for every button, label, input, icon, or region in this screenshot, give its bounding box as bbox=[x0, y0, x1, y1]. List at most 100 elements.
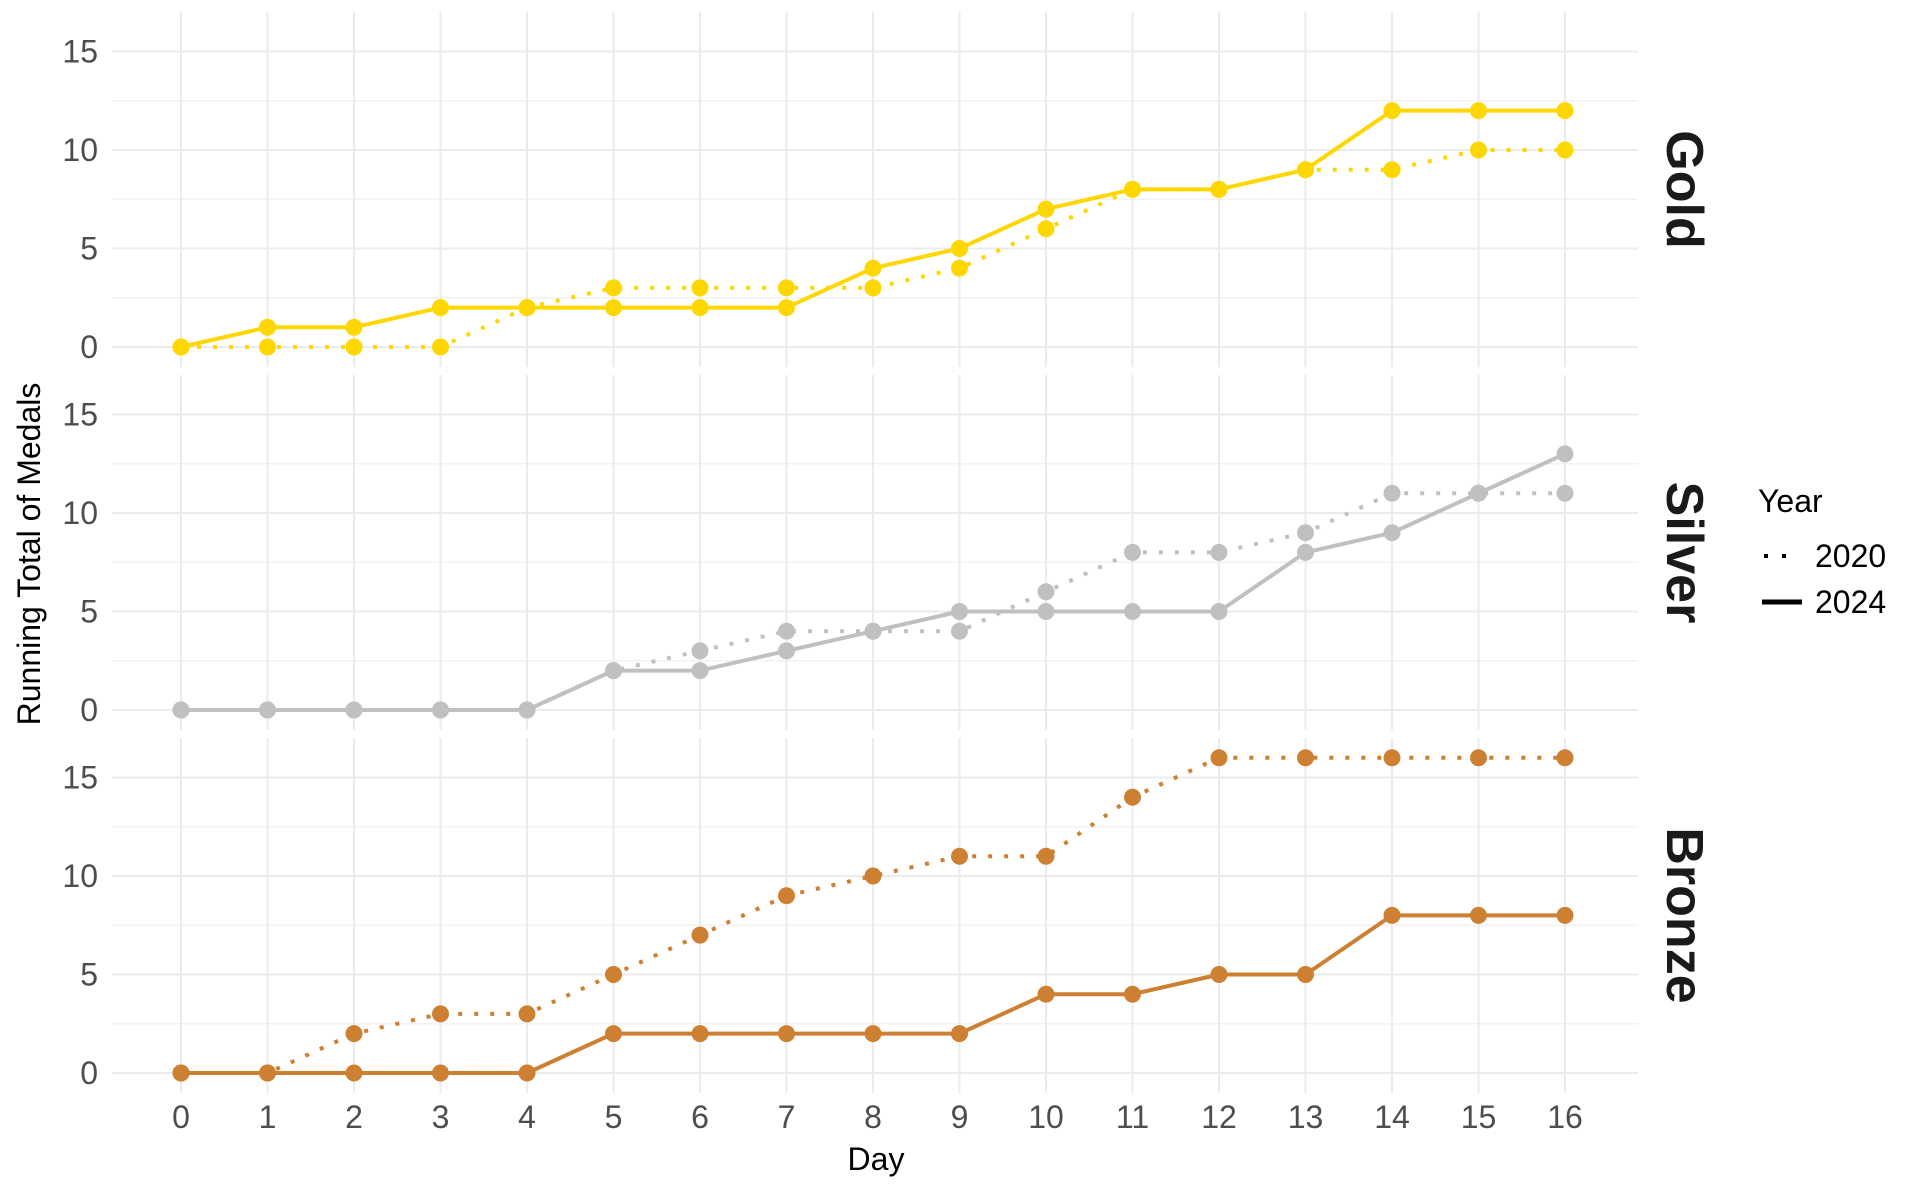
data-point-silver-2020 bbox=[1556, 484, 1574, 502]
data-point-bronze-2024 bbox=[1556, 906, 1574, 924]
data-point-bronze-2020 bbox=[1297, 749, 1314, 767]
x-tick-label: 2 bbox=[345, 1099, 363, 1135]
x-tick-label: 4 bbox=[518, 1099, 536, 1135]
data-point-bronze-2020 bbox=[778, 887, 795, 905]
data-point-silver-2020 bbox=[1383, 484, 1401, 502]
y-tick-label: 0 bbox=[80, 329, 98, 365]
data-point-bronze-2024 bbox=[778, 1025, 795, 1043]
data-point-silver-2024 bbox=[1556, 445, 1574, 463]
data-point-gold-2020 bbox=[951, 259, 968, 277]
data-point-silver-2024 bbox=[259, 701, 276, 719]
data-point-bronze-2020 bbox=[345, 1025, 363, 1043]
data-point-gold-2024 bbox=[432, 299, 449, 317]
y-tick-label: 0 bbox=[80, 692, 98, 728]
data-point-gold-2024 bbox=[1037, 200, 1055, 218]
data-point-bronze-2020 bbox=[691, 926, 709, 944]
x-tick-label: 12 bbox=[1201, 1099, 1237, 1135]
y-tick-label: 5 bbox=[80, 594, 98, 630]
panel-silver: 0 5 10 15 Silver bbox=[62, 375, 1713, 730]
legend-label-2024: 2024 bbox=[1815, 584, 1886, 620]
x-tick-label: 16 bbox=[1547, 1099, 1583, 1135]
data-point-gold-2020 bbox=[1383, 161, 1401, 179]
facet-label-silver: Silver bbox=[1655, 482, 1713, 624]
data-point-silver-2024 bbox=[951, 603, 968, 620]
data-point-silver-2024 bbox=[778, 642, 795, 660]
data-point-bronze-2024 bbox=[432, 1064, 449, 1082]
x-tick-label: 11 bbox=[1116, 1099, 1149, 1135]
data-point-bronze-2020 bbox=[1556, 749, 1574, 767]
data-point-gold-2024 bbox=[1297, 161, 1314, 179]
y-tick-label: 15 bbox=[62, 34, 98, 70]
data-point-bronze-2024 bbox=[864, 1025, 882, 1043]
data-point-silver-2020 bbox=[1297, 524, 1314, 542]
data-point-silver-2024 bbox=[605, 662, 622, 680]
data-point-bronze-2020 bbox=[951, 847, 968, 865]
data-point-bronze-2024 bbox=[1297, 966, 1314, 983]
data-point-silver-2020 bbox=[951, 622, 968, 640]
data-point-bronze-2024 bbox=[345, 1064, 363, 1082]
data-point-gold-2020 bbox=[259, 338, 276, 356]
y-tick-label: 15 bbox=[62, 760, 98, 796]
legend: Year 2020 2024 bbox=[1758, 483, 1886, 620]
data-point-bronze-2020 bbox=[518, 1005, 536, 1023]
data-point-silver-2020 bbox=[1124, 543, 1141, 561]
data-point-bronze-2024 bbox=[1037, 985, 1055, 1003]
data-point-silver-2024 bbox=[518, 701, 536, 719]
y-tick-label: 5 bbox=[80, 231, 98, 267]
data-point-bronze-2020 bbox=[1383, 749, 1401, 767]
y-tick-label: 0 bbox=[80, 1055, 98, 1091]
data-point-bronze-2020 bbox=[432, 1005, 449, 1023]
data-point-bronze-2024 bbox=[1470, 906, 1487, 924]
data-point-bronze-2020 bbox=[605, 966, 622, 983]
legend-title: Year bbox=[1758, 483, 1823, 519]
data-point-gold-2020 bbox=[778, 279, 795, 297]
x-tick-label: 3 bbox=[432, 1099, 450, 1135]
data-point-bronze-2024 bbox=[951, 1025, 968, 1043]
data-point-gold-2024 bbox=[1470, 102, 1487, 120]
x-tick-label: 13 bbox=[1288, 1099, 1324, 1135]
data-point-gold-2024 bbox=[345, 318, 363, 336]
x-tick-label: 10 bbox=[1028, 1099, 1064, 1135]
x-tick-label: 9 bbox=[951, 1099, 969, 1135]
data-point-silver-2024 bbox=[1470, 484, 1487, 502]
data-point-silver-2024 bbox=[1037, 603, 1055, 620]
facet-label-bronze: Bronze bbox=[1655, 827, 1713, 1003]
data-point-bronze-2020 bbox=[1470, 749, 1487, 767]
data-point-gold-2024 bbox=[259, 318, 276, 336]
data-point-bronze-2024 bbox=[1383, 906, 1401, 924]
legend-label-2020: 2020 bbox=[1815, 538, 1886, 574]
data-point-silver-2024 bbox=[864, 622, 882, 640]
data-point-bronze-2024 bbox=[518, 1064, 536, 1082]
data-point-bronze-2024 bbox=[691, 1025, 709, 1043]
data-point-silver-2024 bbox=[1124, 603, 1141, 620]
x-tick-label: 6 bbox=[691, 1099, 709, 1135]
data-point-gold-2020 bbox=[864, 279, 882, 297]
data-point-gold-2020 bbox=[605, 279, 622, 297]
x-tick-label: 14 bbox=[1374, 1099, 1410, 1135]
panels: 0 5 10 15 Gold 0 5 10 15 Silver 0 5 10 15 Bronze bbox=[62, 12, 1713, 1093]
data-point-gold-2020 bbox=[1470, 141, 1487, 159]
data-point-gold-2024 bbox=[1124, 180, 1141, 198]
y-tick-label: 10 bbox=[62, 858, 98, 894]
x-tick-label: 5 bbox=[605, 1099, 623, 1135]
data-point-silver-2024 bbox=[172, 701, 190, 719]
data-point-silver-2024 bbox=[1383, 524, 1401, 542]
data-point-gold-2024 bbox=[172, 338, 190, 356]
y-axis-title: Running Total of Medals bbox=[11, 383, 47, 726]
y-tick-label: 10 bbox=[62, 132, 98, 168]
data-point-gold-2024 bbox=[691, 299, 709, 317]
data-point-silver-2024 bbox=[1297, 543, 1314, 561]
data-point-bronze-2020 bbox=[864, 867, 882, 885]
x-axis: 0 1 2 3 4 5 6 7 8 9 10 11 12 13 14 15 16 bbox=[172, 1099, 1583, 1135]
data-point-gold-2024 bbox=[778, 299, 795, 317]
y-tick-label: 10 bbox=[62, 495, 98, 531]
data-point-silver-2020 bbox=[778, 622, 795, 640]
series-line-bronze-2020 bbox=[181, 755, 1565, 1075]
data-point-gold-2020 bbox=[1556, 141, 1574, 159]
data-point-gold-2024 bbox=[518, 299, 536, 317]
panel-bronze: 0 5 10 15 Bronze bbox=[62, 738, 1713, 1093]
facet-label-gold: Gold bbox=[1655, 130, 1713, 248]
x-tick-label: 7 bbox=[778, 1099, 796, 1135]
data-point-gold-2024 bbox=[1210, 180, 1228, 198]
